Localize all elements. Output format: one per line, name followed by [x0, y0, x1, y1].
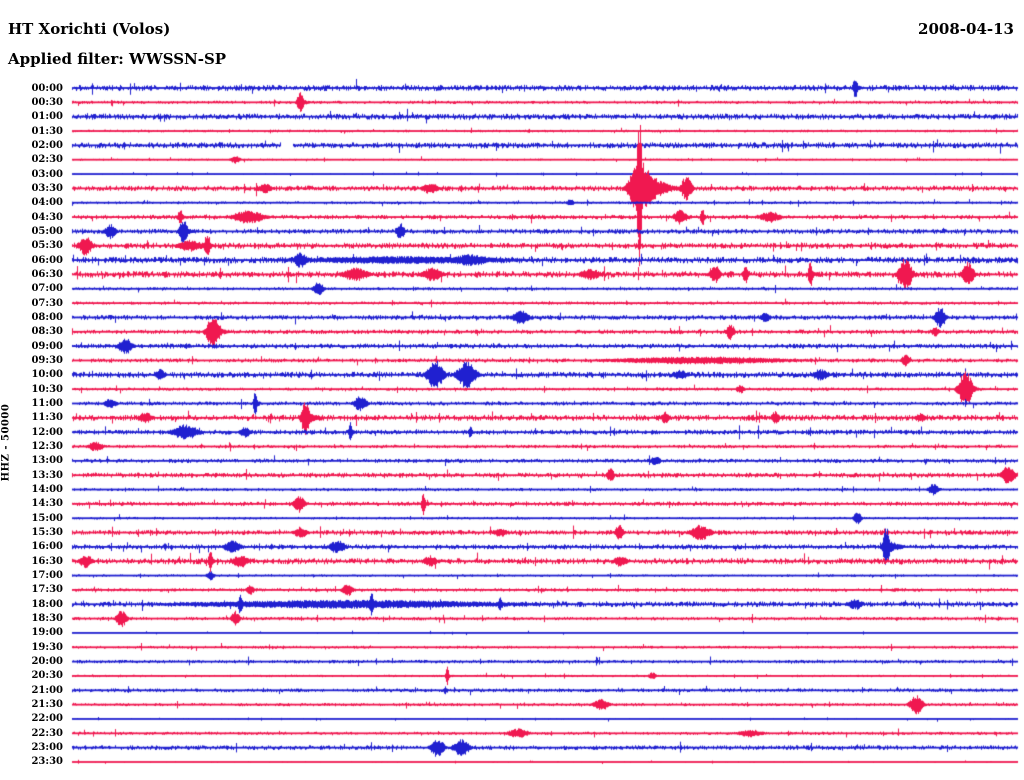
time-label-01-00: 01:00 [31, 111, 63, 123]
time-label-12-00: 12:00 [31, 426, 63, 438]
time-label-12-30: 12:30 [31, 441, 63, 452]
time-label-10-00: 10:00 [31, 369, 63, 381]
time-label-23-30: 23:30 [31, 756, 63, 768]
time-label-07-30: 07:30 [31, 297, 63, 309]
time-label-19-00: 19:00 [31, 627, 63, 639]
time-label-11-30: 11:30 [31, 412, 63, 424]
time-label-22-30: 22:30 [31, 727, 63, 739]
time-label-18-30: 18:30 [31, 613, 63, 625]
time-label-08-00: 08:00 [31, 311, 63, 323]
time-label-23-00: 23:00 [31, 742, 63, 754]
time-label-21-00: 21:00 [31, 684, 63, 696]
time-label-17-00: 17:00 [31, 570, 63, 582]
time-label-11-00: 11:00 [31, 397, 63, 409]
time-label-09-00: 09:00 [31, 340, 63, 352]
filter-label: Applied filter: WWSSN-SP [8, 50, 227, 68]
time-label-03-00: 03:00 [31, 168, 63, 180]
time-label-04-30: 04:30 [31, 211, 63, 223]
time-label-07-00: 07:00 [31, 283, 63, 295]
time-label-05-00: 05:00 [31, 225, 63, 237]
time-label-13-00: 13:00 [31, 455, 63, 467]
time-label-19-30: 19:30 [31, 641, 63, 653]
time-label-08-30: 08:30 [31, 326, 63, 338]
time-label-04-00: 04:00 [31, 197, 63, 209]
time-label-20-30: 20:30 [31, 670, 63, 682]
time-label-00-00: 00:00 [31, 82, 63, 94]
date-label: 2008-04-13 [918, 20, 1014, 38]
y-axis-label: HHZ - 50000 [0, 403, 12, 482]
time-label-13-30: 13:30 [31, 469, 63, 481]
time-label-17-30: 17:30 [31, 584, 63, 596]
time-label-20-00: 20:00 [31, 656, 63, 668]
time-label-06-00: 06:00 [31, 254, 63, 266]
time-label-15-00: 15:00 [31, 512, 63, 524]
time-label-01-30: 01:30 [31, 125, 63, 137]
time-label-06-30: 06:30 [31, 268, 63, 280]
time-label-22-00: 22:00 [31, 713, 63, 725]
station-title: HT Xorichti (Volos) [8, 20, 171, 38]
time-label-14-00: 14:00 [31, 484, 63, 496]
time-label-09-30: 09:30 [31, 354, 63, 366]
time-label-15-30: 15:30 [31, 527, 63, 539]
time-label-10-30: 10:30 [31, 383, 63, 395]
time-label-16-00: 16:00 [31, 541, 63, 553]
time-label-14-30: 14:30 [31, 498, 63, 510]
time-label-05-30: 05:30 [31, 240, 63, 252]
time-label-21-30: 21:30 [31, 699, 63, 711]
time-label-03-30: 03:30 [31, 182, 63, 194]
time-label-16-30: 16:30 [31, 555, 63, 567]
time-label-02-30: 02:30 [31, 154, 63, 166]
time-label-00-30: 00:30 [31, 96, 63, 108]
time-label-18-00: 18:00 [31, 598, 63, 610]
time-label-02-00: 02:00 [31, 139, 63, 151]
